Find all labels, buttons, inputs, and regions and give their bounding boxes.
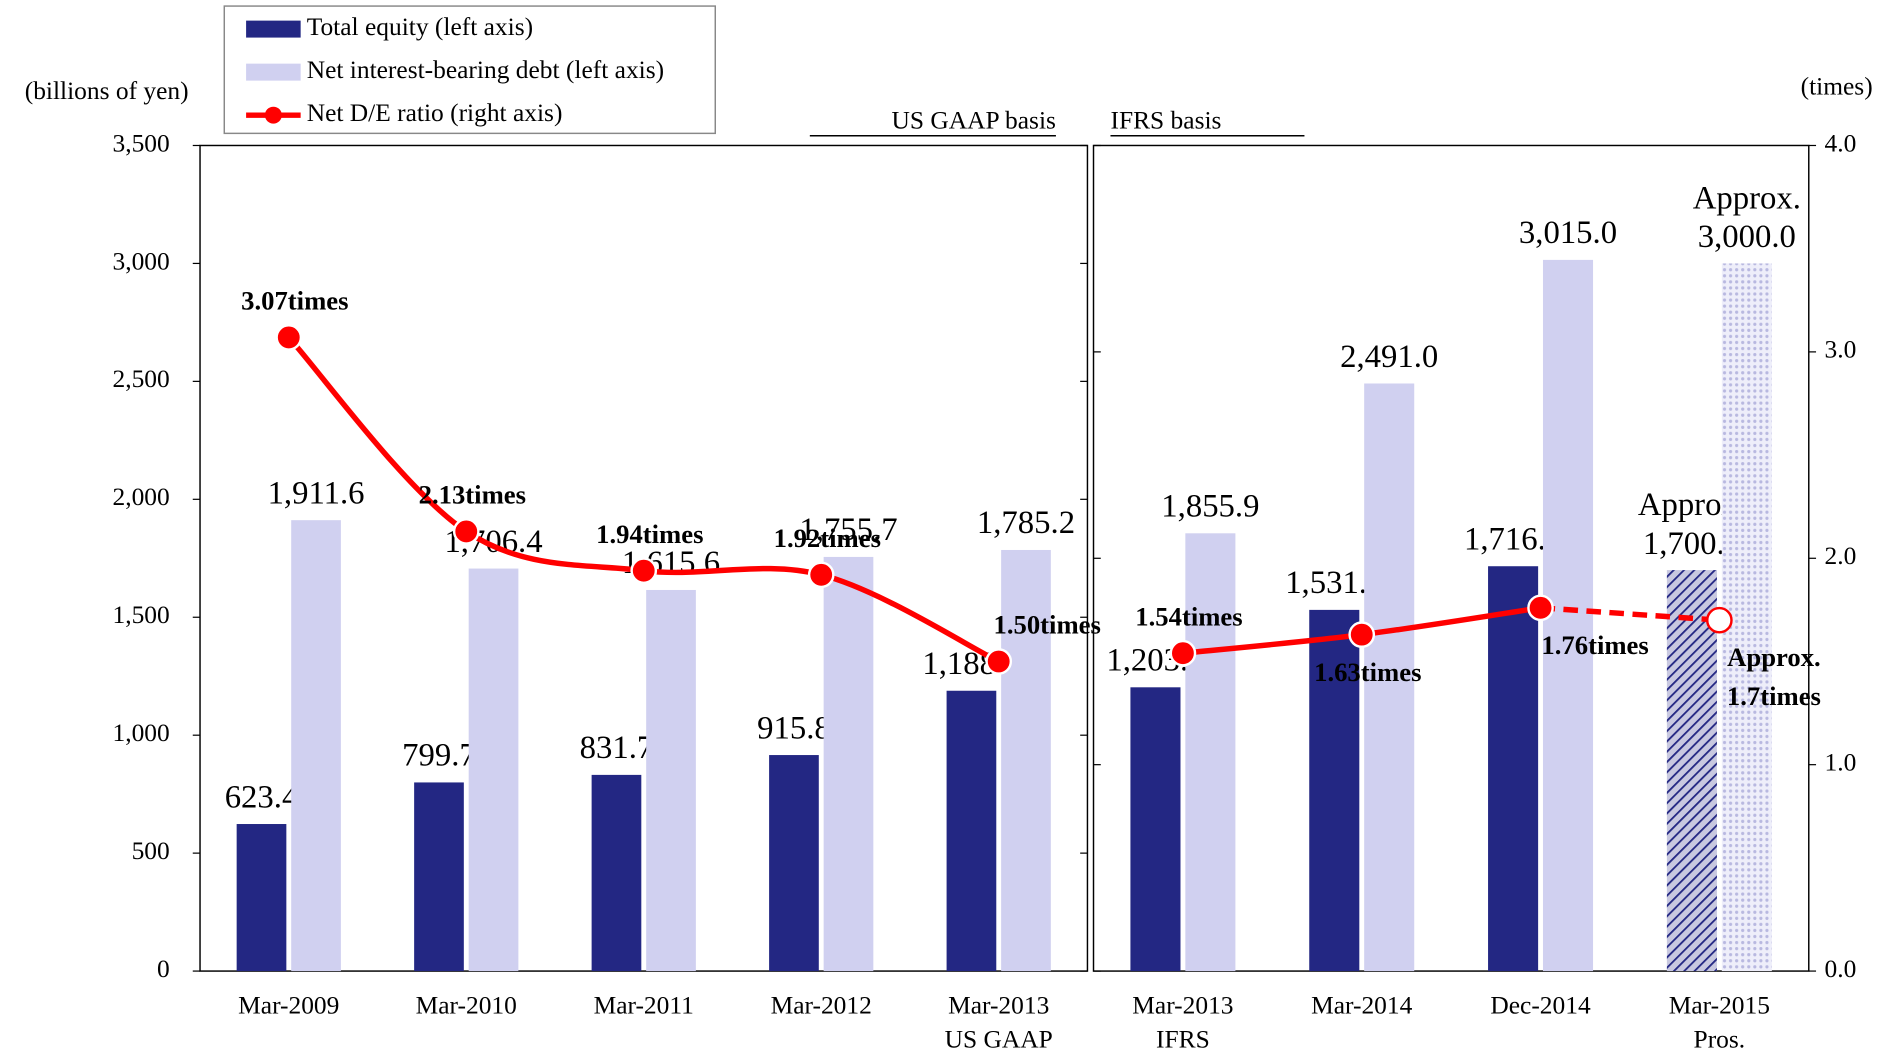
- y-tick-label: 1,500: [112, 600, 169, 629]
- y-tick-label: 2,500: [112, 364, 169, 393]
- x-tick-label: Mar-2013 IFRS: [1132, 990, 1233, 1053]
- ratio-label-line: 1.7times: [1727, 681, 1821, 711]
- ratio-label: 1.76times: [1541, 630, 1648, 660]
- legend-box: [223, 5, 716, 135]
- x-tick-label: Mar-2012: [771, 990, 872, 1019]
- x-tick-label-line: Mar-2014: [1311, 990, 1412, 1019]
- ratio-point: [1348, 621, 1376, 648]
- x-tick-label-line: Mar-2012: [771, 990, 872, 1019]
- ratio-point: [985, 648, 1013, 675]
- value-label: 915.8: [757, 710, 831, 746]
- bar: [769, 755, 819, 972]
- y2-tick-label: 0.0: [1825, 954, 1857, 983]
- x-tick-label-line: Pros.: [1694, 1024, 1746, 1053]
- y2-tick-label: 2.0: [1825, 541, 1857, 570]
- y-tick-label: 500: [132, 836, 170, 865]
- bar: [236, 824, 287, 972]
- bar: [1364, 383, 1415, 972]
- ratio-point: [630, 557, 658, 584]
- legend-label: Total equity (left axis): [307, 12, 533, 41]
- x-tick-label-line: US GAAP: [945, 1024, 1053, 1053]
- value-label: Approx. 3,000.0: [1693, 180, 1801, 255]
- value-label-line: 3,000.0: [1698, 219, 1796, 255]
- y2-tick-label: 3.0: [1825, 335, 1857, 364]
- panel-frame: [199, 144, 1089, 972]
- value-label: 799.7: [402, 738, 476, 774]
- value-label: 3,015.0: [1519, 215, 1617, 251]
- ratio-label: 1.50times: [994, 610, 1101, 640]
- y-tick-label: 1,000: [112, 718, 169, 747]
- y-tick-label: 3,000: [112, 246, 169, 275]
- ratio-line: [286, 335, 1000, 664]
- x-tick-label: Dec-2014: [1490, 990, 1591, 1019]
- ratio-point: [1527, 594, 1554, 622]
- ratio-label-line: Approx.: [1727, 642, 1821, 672]
- x-tick-label: Mar-2011: [594, 990, 694, 1019]
- panel-label: IFRS basis: [1110, 105, 1221, 134]
- panel-label: US GAAP basis: [891, 105, 1055, 134]
- bar: [1666, 570, 1717, 972]
- x-tick-label-line: Mar-2011: [594, 990, 694, 1019]
- ratio-point: [807, 561, 835, 589]
- legend-swatch: [246, 63, 301, 81]
- ratio-label: 2.13times: [419, 480, 526, 510]
- x-tick-label: Mar-2015 Pros.: [1669, 990, 1770, 1053]
- value-label: 623.4: [225, 779, 299, 815]
- x-tick-label-line: Mar-2010: [416, 990, 517, 1019]
- value-label: 1,755.7: [799, 512, 897, 548]
- y2-tick-label: 1.0: [1825, 748, 1857, 777]
- bar: [291, 520, 341, 972]
- ratio-label: Approx. 1.7times: [1727, 642, 1821, 711]
- value-label: 1,785.2: [977, 505, 1075, 541]
- x-tick-label-line: Dec-2014: [1490, 990, 1591, 1019]
- x-tick-label: Mar-2013 US GAAP: [945, 990, 1053, 1053]
- ratio-point: [275, 324, 303, 351]
- value-label: 831.7: [580, 730, 654, 766]
- bar: [946, 690, 997, 972]
- ratio-label: 3.07times: [241, 286, 348, 316]
- x-tick-label-line: Mar-2015: [1669, 990, 1770, 1019]
- bar: [1185, 533, 1236, 972]
- x-tick-label-line: Mar-2013: [1132, 990, 1233, 1019]
- y-tick-label: 2,000: [112, 482, 169, 511]
- bar: [468, 568, 519, 972]
- y-tick-label: 0: [157, 954, 170, 983]
- y-axis-label: (billions of yen): [25, 76, 189, 105]
- value-label: 1,911.6: [268, 475, 365, 511]
- legend-label: Net interest-bearing debt (left axis): [307, 55, 664, 84]
- ratio-point: [1169, 639, 1197, 667]
- bar: [1130, 687, 1181, 972]
- ratio-point: [452, 518, 480, 545]
- x-tick-label: Mar-2010: [416, 990, 517, 1019]
- bar: [646, 589, 696, 972]
- y2-axis-label: (times): [1801, 71, 1873, 100]
- value-label-line: Approx.: [1693, 180, 1801, 216]
- legend-swatch: [246, 20, 301, 38]
- bar: [1001, 549, 1051, 972]
- x-tick-label-line: Mar-2013: [948, 990, 1049, 1019]
- x-tick-label-line: IFRS: [1156, 1024, 1210, 1053]
- bar: [823, 556, 874, 972]
- y-tick-label: 3,500: [112, 128, 169, 157]
- x-tick-label: Mar-2009: [238, 990, 339, 1019]
- bar: [1488, 566, 1539, 972]
- bar: [591, 774, 642, 972]
- x-tick-label: Mar-2014: [1311, 990, 1412, 1019]
- legend-swatch: [264, 106, 282, 124]
- y2-tick-label: 4.0: [1825, 128, 1857, 157]
- ratio-label: 1.94times: [596, 519, 703, 549]
- legend-label: Net D/E ratio (right axis): [307, 98, 563, 127]
- value-label: 2,491.0: [1340, 339, 1438, 375]
- value-label: 1,855.9: [1161, 489, 1259, 525]
- x-tick-label-line: Mar-2009: [238, 990, 339, 1019]
- ratio-label: 1.54times: [1135, 601, 1242, 631]
- bar: [1309, 609, 1360, 972]
- ratio-line-projected: [1540, 605, 1720, 623]
- bar: [414, 782, 464, 972]
- ratio-label: 1.92times: [774, 523, 881, 553]
- ratio-label: 1.63times: [1314, 657, 1421, 687]
- ratio-point: [1706, 606, 1733, 634]
